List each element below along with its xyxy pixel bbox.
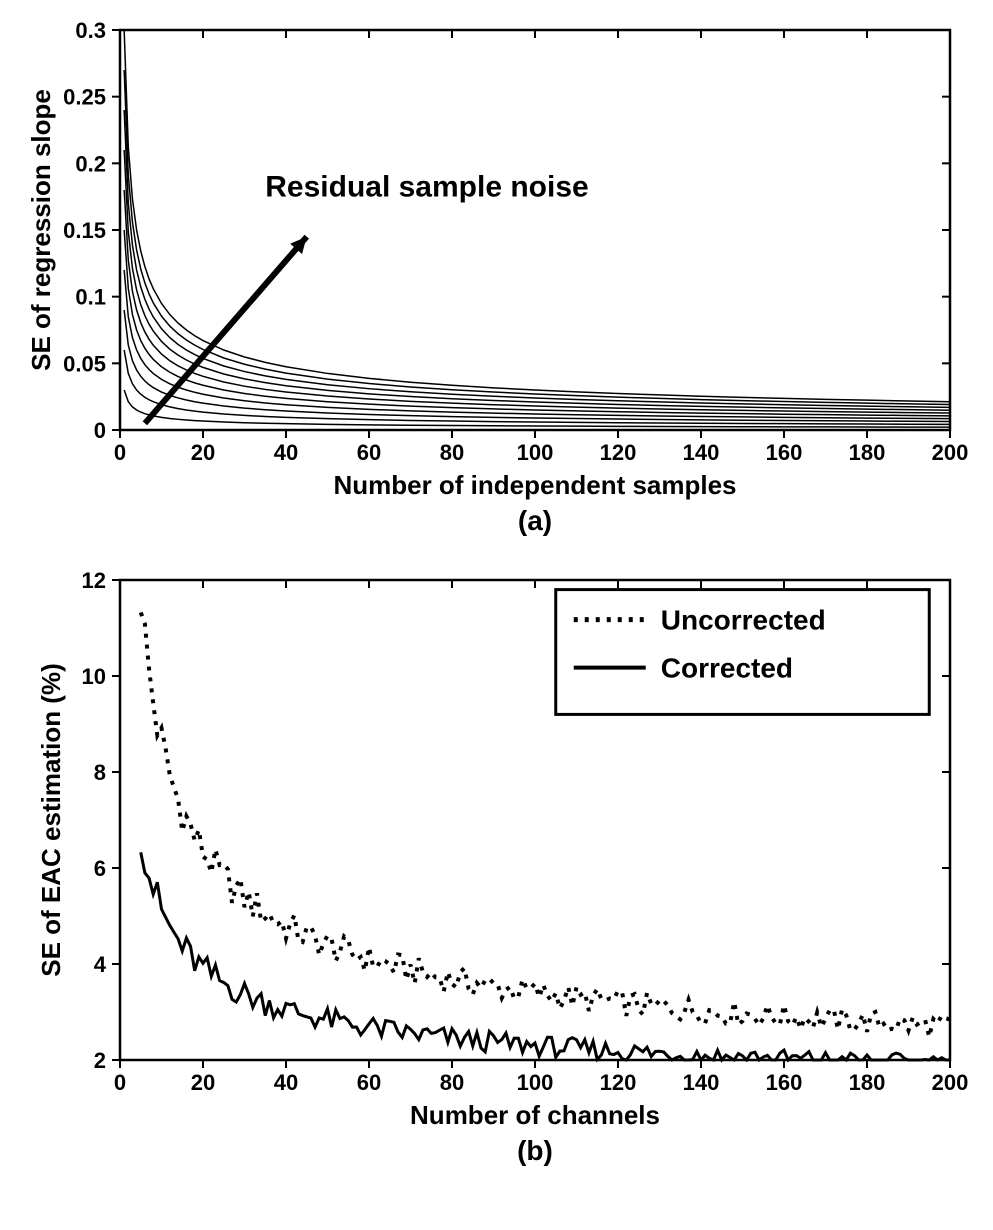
curve-line [124, 230, 950, 416]
xtick-label: 180 [849, 1070, 886, 1095]
xtick-label: 80 [440, 1070, 464, 1095]
xtick-label: 120 [600, 440, 637, 465]
xtick-label: 200 [932, 1070, 969, 1095]
subcaption-b: (b) [517, 1135, 553, 1166]
curve-line [124, 110, 950, 407]
ytick-label: 6 [94, 856, 106, 881]
arrow-shaft [145, 237, 307, 424]
chart-a-svg: 0 20 40 60 80 100 120 140 160 180 200 0 0.05 0.1 0.15 0… [20, 20, 973, 540]
y-axis-label: SE of regression slope [26, 89, 56, 371]
xtick-label: 160 [766, 440, 803, 465]
y-axis-label: SE of EAC estimation (%) [36, 663, 66, 976]
xtick-label: 60 [357, 1070, 381, 1095]
ytick-label: 0.2 [75, 151, 106, 176]
panel-a: 0 20 40 60 80 100 120 140 160 180 200 0 0.05 0.1 0.15 0… [20, 20, 973, 540]
ytick-label: 0.1 [75, 285, 106, 310]
panel-b: 0 20 40 60 80 100 120 140 160 180 200 2 4 6 8 10 12 Uncor… [20, 570, 973, 1180]
xtick-label: 100 [517, 440, 554, 465]
ytick-label: 4 [94, 952, 107, 977]
curve-line [124, 30, 950, 402]
ytick-label: 10 [82, 664, 106, 689]
xtick-label: 20 [191, 1070, 215, 1095]
ytick-label: 0.05 [63, 351, 106, 376]
annotation-text: Residual sample noise [265, 171, 588, 204]
xtick-label: 120 [600, 1070, 637, 1095]
xtick-label: 180 [849, 440, 886, 465]
xtick-label: 140 [683, 1070, 720, 1095]
xtick-label: 140 [683, 440, 720, 465]
ytick-label: 0.3 [75, 20, 106, 43]
ytick-label: 0.25 [63, 85, 106, 110]
curve-line [124, 70, 950, 405]
xtick-label: 100 [517, 1070, 554, 1095]
xtick-label: 160 [766, 1070, 803, 1095]
xtick-label: 20 [191, 440, 215, 465]
curve-line [124, 270, 950, 419]
xtick-label: 0 [114, 440, 126, 465]
xtick-label: 200 [932, 440, 969, 465]
xtick-label: 60 [357, 440, 381, 465]
legend-label: Uncorrected [661, 605, 826, 636]
figure-container: 02040608010012014016018020000.050.10.150… [20, 20, 973, 1180]
ytick-label: 0.15 [63, 218, 106, 243]
xtick-label: 40 [274, 440, 298, 465]
ytick-label: 8 [94, 760, 106, 785]
x-axis-label: Number of channels [410, 1100, 660, 1130]
series-corrected [141, 852, 950, 1060]
xtick-label: 80 [440, 440, 464, 465]
legend-label: Corrected [661, 653, 793, 684]
x-axis-label: Number of independent samples [333, 470, 736, 500]
ytick-label: 0 [94, 418, 106, 443]
ytick-label: 2 [94, 1048, 106, 1073]
chart-b-svg: 0 20 40 60 80 100 120 140 160 180 200 2 4 6 8 10 12 Uncor… [20, 570, 973, 1180]
xtick-label: 40 [274, 1070, 298, 1095]
ytick-label: 12 [82, 570, 106, 593]
subcaption-a: (a) [518, 505, 552, 536]
xtick-label: 0 [114, 1070, 126, 1095]
